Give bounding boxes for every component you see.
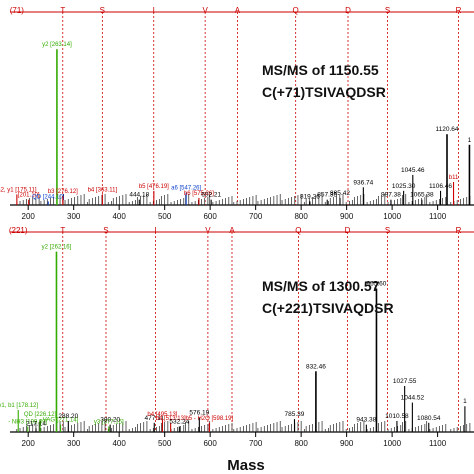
peak-label: 602.21: [201, 192, 221, 199]
x-tick-label: 200: [22, 439, 36, 448]
sequence-residue-label: S: [103, 226, 108, 235]
x-tick-label: 700: [249, 212, 263, 221]
peak-label: y3 [377.16]: [94, 419, 124, 425]
peak-label: b4 [363.11]: [88, 187, 118, 193]
x-tick-label: 300: [67, 439, 81, 448]
sequence-residue-label: I: [154, 226, 156, 235]
peptide-sequence-subtitle: C(+71)TSIVAQDSR: [262, 84, 386, 100]
sequence-residue-label: R: [456, 6, 462, 15]
peak-label: 1045.46: [401, 167, 425, 174]
spectrum-title: MS/MS of 1300.57: [262, 278, 380, 294]
sequence-residue-label: A: [235, 6, 241, 15]
peak-label: 1027.55: [393, 378, 417, 385]
peak-label: 288.20: [58, 413, 78, 420]
x-tick-label: 1000: [383, 212, 401, 221]
sequence-residue-label: T: [60, 6, 65, 15]
peak-label: 444.18: [129, 192, 149, 199]
peak-label: 1080.54: [417, 415, 441, 422]
x-tick-label: 700: [249, 439, 263, 448]
sequence-residue-label: V: [205, 226, 211, 235]
x-tick-label: 1100: [429, 212, 447, 221]
peak-label: y2 [262.16]: [42, 245, 72, 251]
peak-label: 1065.38: [410, 192, 434, 199]
x-tick-label: 600: [203, 439, 217, 448]
peak-label: b11: [449, 175, 459, 181]
sequence-residue-label: D: [345, 6, 351, 15]
peak-label: - NH3 [199.09]: [8, 419, 47, 425]
sequence-residue-label: R: [456, 226, 462, 235]
x-tick-label: 800: [294, 212, 308, 221]
spectrum-panel-bottom: (221) T S I V A Q D S R 200 300 400 500 600 700 800 900 10…: [0, 226, 474, 448]
peak-label: 936.74: [353, 179, 373, 186]
sequence-residue-label: V: [202, 6, 208, 15]
peak-label: 857.35: [317, 192, 337, 199]
sequence-residue-label: (71): [10, 6, 25, 15]
peak-label: b4 [495.13]: [147, 412, 177, 418]
x-tick-label: 500: [158, 439, 172, 448]
peak-label: 1120.64: [435, 126, 458, 133]
peak-label: y2 [263.14]: [42, 42, 72, 48]
peak-label: a6 [547.26]: [171, 186, 201, 192]
peak-label: 576.19: [189, 409, 209, 416]
peak-label: 380.20: [100, 417, 120, 424]
x-tick-label: 900: [340, 439, 354, 448]
x-tick-label: 1100: [429, 439, 447, 448]
x-tick-label: 900: [340, 212, 354, 221]
peak-label: a2, y1 [175.11]: [0, 187, 37, 193]
sequence-residue-label: S: [100, 6, 105, 15]
peak-label: 965.60: [367, 280, 387, 287]
sequence-residue-label: S: [385, 6, 390, 15]
spectrum-panel-top: (71) T S I V A Q D S R 200 300 400 500 600 700 800 900 100…: [0, 6, 474, 221]
peak-label: b4 [513.13]: [156, 416, 186, 422]
peak-label: 532.24: [169, 418, 189, 425]
x-tick-label: 400: [112, 439, 126, 448]
peak-label: QD [226.12]: [24, 412, 57, 418]
sequence-residue-label: (221): [9, 226, 28, 235]
x-tick-label: 200: [22, 212, 36, 221]
x-tick-label: 300: [67, 212, 81, 221]
x-tick-label: 400: [112, 212, 126, 221]
peak-label: 477.11: [145, 415, 165, 422]
x-tick-label: 800: [294, 439, 308, 448]
peak-label: 1025.30: [392, 183, 416, 190]
peak-label: 1044.52: [401, 395, 425, 402]
peak-label: 1: [468, 137, 472, 144]
peak-label: b6 [575.26]: [184, 191, 214, 197]
x-tick-label: 600: [203, 212, 217, 221]
peak-label: 217.14: [26, 420, 46, 427]
sequence-residue-label: D: [345, 226, 351, 235]
x-tick-label: 500: [158, 212, 172, 221]
peak-label: 1106.46: [429, 183, 452, 190]
peak-label: 885.42: [330, 190, 350, 197]
sequence-residue-label: A: [229, 226, 235, 235]
peak-label: [201.10]: [18, 193, 40, 199]
peak-label: 943.38: [356, 417, 376, 424]
peak-label: 832.46: [306, 363, 326, 370]
sequence-residue-label: I: [153, 6, 155, 15]
peak-label: 997.38: [381, 192, 401, 199]
peak-label: 1: [463, 398, 467, 405]
peak-label: b5 - H2O [598.19]: [185, 416, 233, 422]
peak-label: b5 [476.19]: [139, 184, 169, 190]
peak-label: 819.26: [300, 193, 320, 200]
sequence-residue-label: Q: [293, 6, 299, 15]
x-axis-label: Mass: [227, 457, 265, 474]
peak-label: VAG [271.14]: [43, 418, 79, 424]
spectrum-title: MS/MS of 1150.55: [262, 62, 379, 78]
peak-label: 1010.58: [385, 413, 409, 420]
peak-label: b3 [276.12]: [48, 189, 78, 195]
sequence-residue-label: S: [385, 226, 390, 235]
peptide-sequence-subtitle: C(+221)TSIVAQDSR: [262, 300, 394, 316]
sequence-residue-label: Q: [295, 226, 301, 235]
peak-label: QD [244.10]: [32, 194, 65, 200]
peak-label: 785.39: [285, 411, 305, 418]
peak-label: y1, b1 [178.12]: [0, 403, 38, 409]
x-tick-label: 1000: [383, 439, 401, 448]
sequence-residue-label: T: [60, 226, 65, 235]
